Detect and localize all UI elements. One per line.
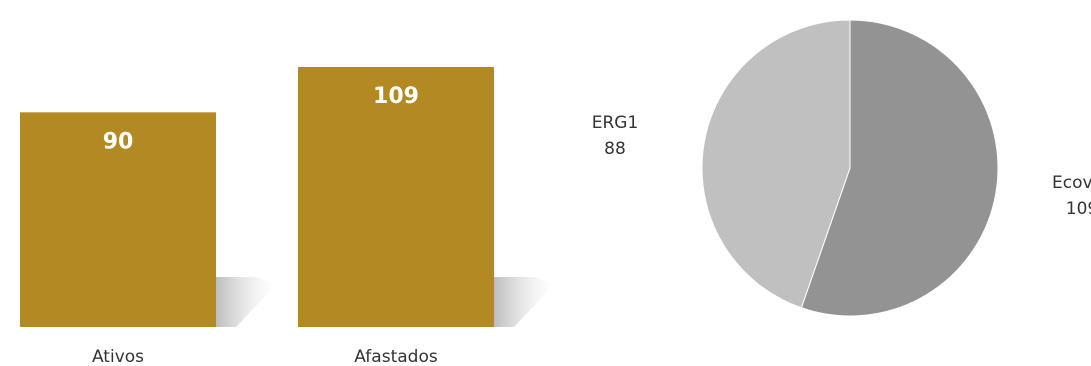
- slice-name-label: ERG1: [592, 113, 639, 133]
- pie-chart: Ecovix 109 ERG1 88: [592, 19, 1091, 317]
- bar-value-label: 109: [373, 84, 419, 109]
- slice-value-label: 88: [604, 139, 626, 159]
- slice-value-label: 109: [1066, 199, 1091, 219]
- pie-slice-erg1: [701, 19, 851, 309]
- bar-ativos: [20, 112, 216, 327]
- bar-value-label: 90: [103, 129, 134, 154]
- bar-afastados: [298, 67, 494, 327]
- bar-shadow: [494, 277, 554, 327]
- slice-name-label: Ecovix: [1052, 173, 1091, 193]
- bar-shadow: [216, 277, 276, 327]
- category-label: Ativos: [92, 347, 144, 366]
- category-label: Afastados: [354, 347, 438, 366]
- bar-chart: 90 Ativos 109 Afastados: [20, 67, 554, 366]
- pie-slice-ecovix: [800, 19, 999, 317]
